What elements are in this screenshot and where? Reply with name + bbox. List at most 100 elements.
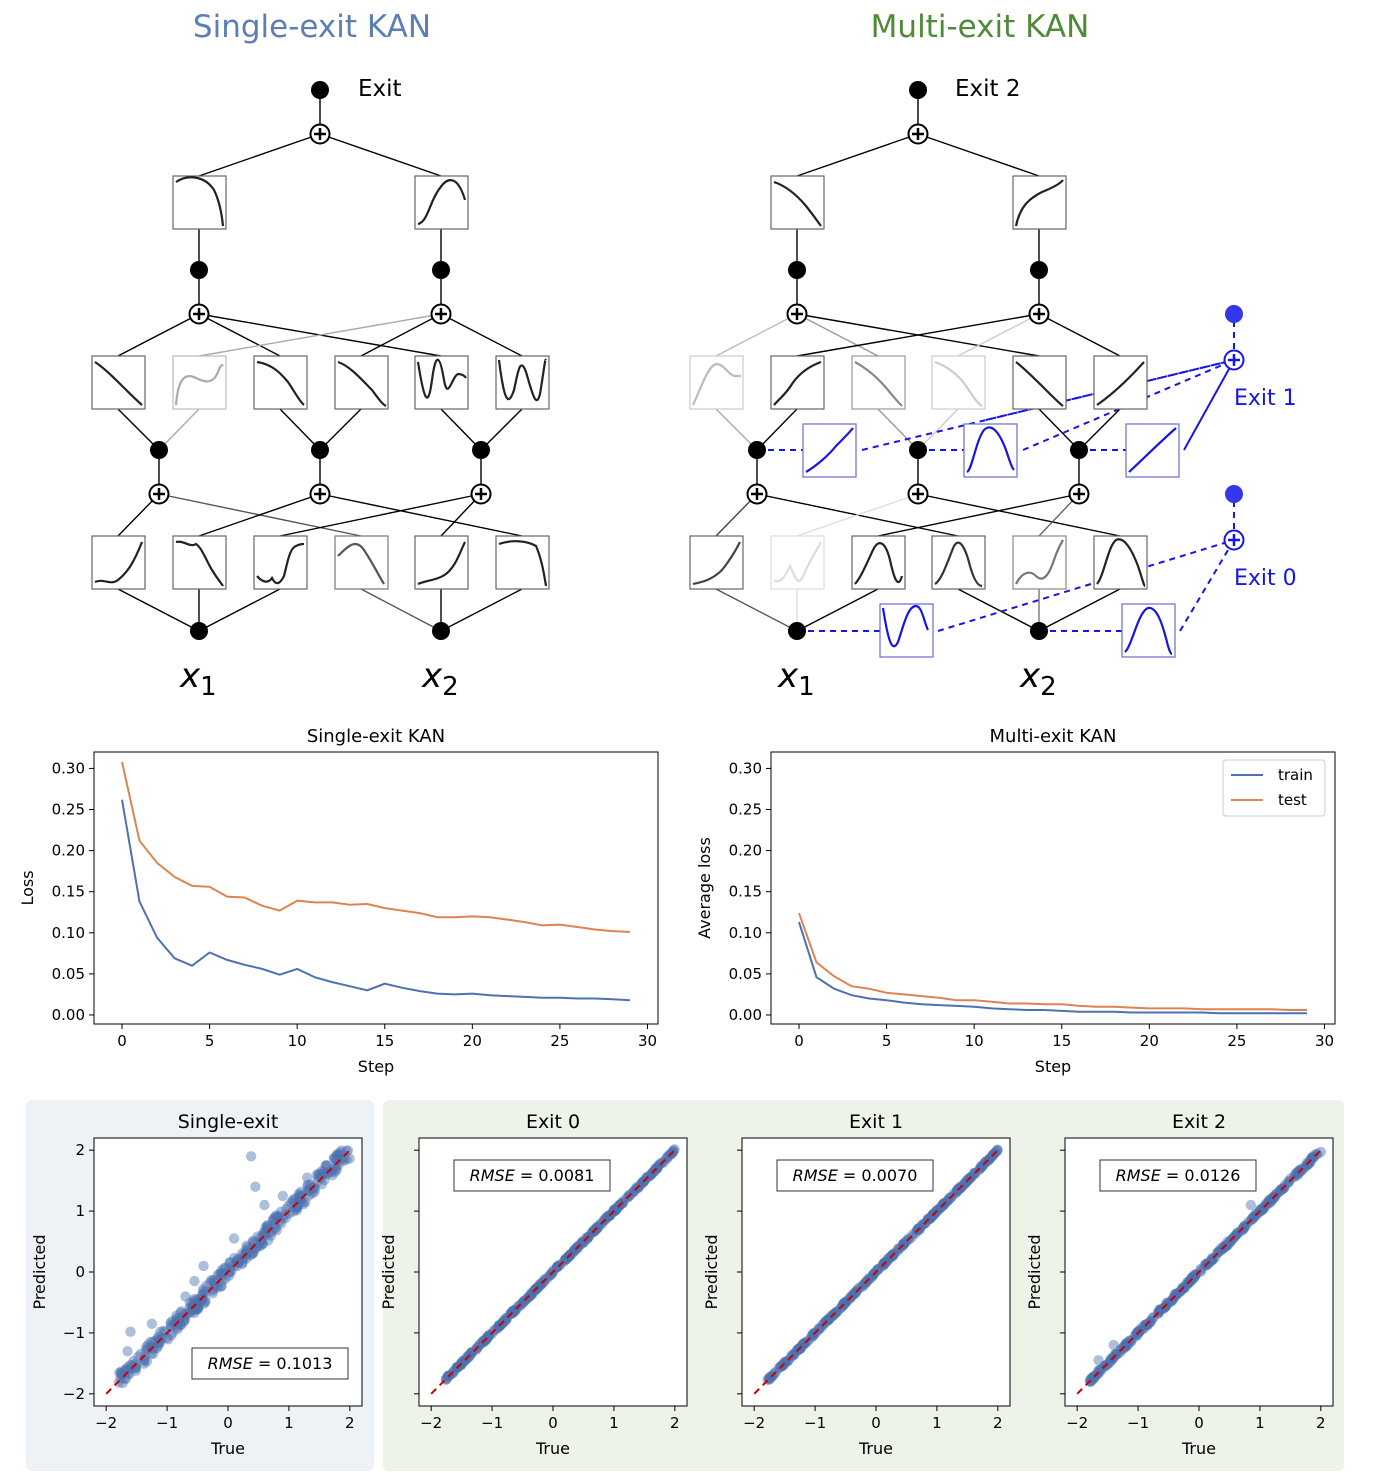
x-tick-label: 0 (548, 1414, 558, 1432)
data-point (165, 1319, 177, 1331)
data-point (270, 1222, 282, 1233)
data-point (334, 1147, 346, 1158)
data-point (1250, 1208, 1262, 1219)
y-axis-label: Average loss (695, 837, 714, 939)
data-point (146, 1318, 158, 1330)
data-point (283, 1200, 294, 1211)
y-axis-label: Predicted (30, 1234, 49, 1309)
single-exit-kan-diagram: Exit x1 x2 (91, 76, 550, 702)
x-tick-label: −1 (481, 1414, 503, 1432)
multi-exit1-label: Exit 1 (1234, 386, 1297, 411)
data-point (291, 1201, 302, 1212)
data-point (1208, 1254, 1219, 1265)
data-point (273, 1211, 285, 1222)
x-axis-label: True (858, 1439, 893, 1458)
data-point (240, 1244, 252, 1256)
y-tick-label: 0.20 (52, 842, 85, 860)
data-point (338, 1153, 350, 1164)
y-tick-label: 2 (75, 1141, 85, 1159)
axes-frame (418, 1137, 688, 1407)
identity-line (1076, 1149, 1322, 1395)
x-tick-label: 0 (1194, 1414, 1204, 1432)
data-point (200, 1296, 211, 1308)
data-point (197, 1289, 208, 1300)
data-point (332, 1149, 343, 1160)
data-point (342, 1145, 354, 1156)
data-point (124, 1369, 135, 1380)
data-point (198, 1260, 209, 1272)
data-point (215, 1271, 227, 1283)
data-point (260, 1226, 272, 1238)
x-tick-label: 0 (223, 1414, 233, 1432)
y-tick-label: 1 (75, 1202, 85, 1220)
data-point (1159, 1303, 1170, 1314)
data-point (1315, 1146, 1327, 1158)
data-point (341, 1154, 352, 1165)
data-point (291, 1205, 303, 1216)
data-point (321, 1161, 332, 1172)
data-point (231, 1255, 242, 1266)
multi-exit-diagram-title: Multi-exit KAN (871, 9, 1090, 45)
data-point (302, 1179, 314, 1190)
y-tick-label: −1 (63, 1324, 85, 1342)
data-point (327, 1170, 338, 1181)
data-point (262, 1220, 273, 1231)
rmse-annotation: RMSE = 0.0081 (470, 1166, 595, 1185)
data-point (241, 1240, 252, 1252)
legend-label: test (1278, 791, 1307, 809)
y-tick-label: 0.15 (52, 883, 85, 901)
data-point (325, 1166, 336, 1178)
x-tick-label: −1 (804, 1414, 826, 1432)
data-point (175, 1307, 186, 1318)
data-point (114, 1367, 125, 1379)
data-point (165, 1317, 176, 1329)
data-point (1108, 1339, 1119, 1351)
data-point (1254, 1204, 1266, 1215)
data-point (1222, 1239, 1234, 1251)
data-point (296, 1190, 307, 1201)
data-point (1132, 1329, 1143, 1341)
series-line-test (121, 761, 631, 933)
data-point (280, 1212, 292, 1224)
data-point (186, 1301, 197, 1312)
data-point (1206, 1255, 1218, 1266)
x-tick-label: 30 (1315, 1032, 1334, 1050)
data-point (121, 1364, 132, 1375)
data-point (145, 1341, 156, 1353)
data-point (198, 1298, 210, 1309)
data-point (225, 1266, 237, 1277)
data-point (270, 1211, 281, 1222)
identity-line (753, 1149, 999, 1395)
data-point (303, 1190, 315, 1201)
data-point (331, 1155, 342, 1166)
data-point (300, 1196, 311, 1208)
data-point (237, 1254, 248, 1265)
data-point (117, 1377, 128, 1389)
data-point (178, 1316, 189, 1327)
y-tick-label: 0.00 (52, 1006, 85, 1024)
data-point (171, 1314, 182, 1326)
data-point (262, 1220, 273, 1231)
rmse-annotation: RMSE = 0.1013 (208, 1354, 333, 1373)
data-point (245, 1249, 256, 1261)
data-point (318, 1167, 329, 1178)
data-point (126, 1360, 138, 1371)
data-point (1167, 1295, 1178, 1306)
data-point (183, 1307, 195, 1318)
data-point (313, 1168, 324, 1179)
rmse-annotation: RMSE = 0.0126 (1116, 1166, 1241, 1185)
data-point (179, 1315, 190, 1326)
rmse-value: = 0.0070 (838, 1166, 918, 1185)
data-point (1089, 1373, 1100, 1384)
data-point (338, 1155, 349, 1167)
y-tick-label: −2 (63, 1385, 85, 1403)
x-tick-label: 0 (794, 1032, 804, 1050)
data-point (219, 1262, 230, 1274)
data-point (256, 1235, 267, 1246)
data-point (255, 1240, 266, 1252)
data-point (1104, 1357, 1115, 1369)
chart-title: Exit 0 (526, 1111, 580, 1133)
series-line-train (121, 799, 631, 1002)
data-point (229, 1252, 240, 1264)
